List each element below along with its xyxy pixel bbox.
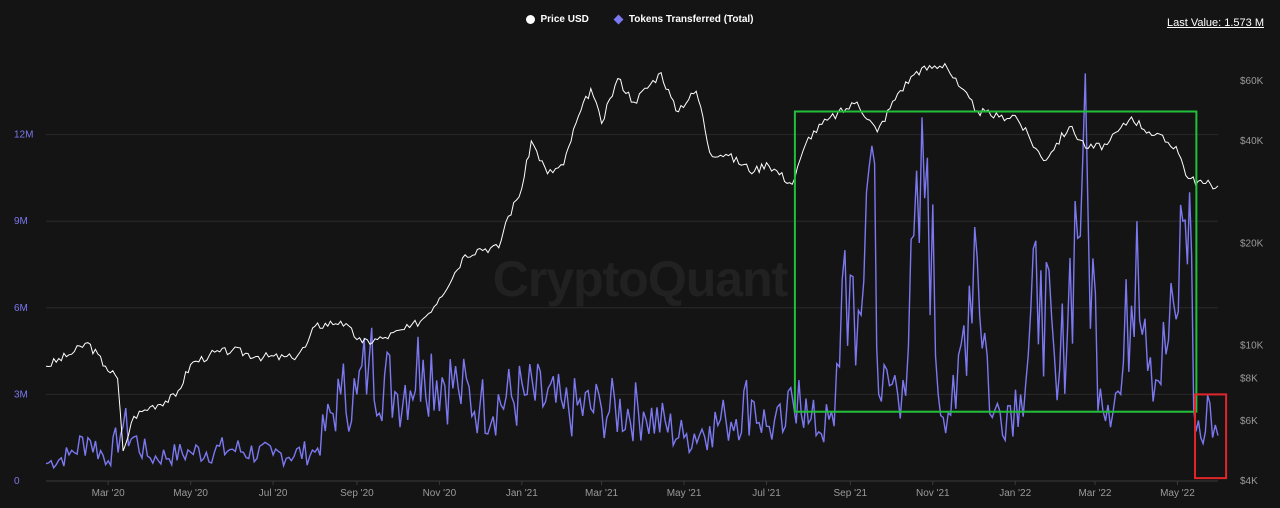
- series-line-tokens: [45, 73, 1219, 470]
- right-axis-tick-3: $10K: [1240, 341, 1264, 352]
- x-axis-tick-10: Nov '21: [916, 488, 950, 499]
- annotation-box-green: [793, 110, 1198, 413]
- left-axis-tick-3: 9M: [14, 216, 28, 227]
- x-axis-tick-0: Mar '20: [92, 488, 125, 499]
- legend-item-price[interactable]: Price USD: [526, 14, 589, 25]
- left-axis-tick-4: 12M: [14, 130, 33, 141]
- right-axis-tick-6: $60K: [1240, 76, 1264, 87]
- x-axis-tick-7: May '21: [667, 488, 702, 499]
- right-axis-tick-0: $4K: [1240, 476, 1258, 487]
- right-axis-tick-2: $8K: [1240, 374, 1258, 385]
- x-axis-tick-3: Sep '20: [340, 488, 374, 499]
- right-axis-tick-4: $20K: [1240, 238, 1264, 249]
- watermark: CryptoQuant: [492, 251, 789, 307]
- left-axis-tick-1: 3M: [14, 389, 28, 400]
- x-axis-tick-1: May '20: [173, 488, 208, 499]
- legend-price-dot-icon: [526, 15, 536, 24]
- left-axis-tick-0: 0: [14, 476, 20, 487]
- x-axis-tick-8: Jul '21: [752, 488, 781, 499]
- right-axis-tick-1: $6K: [1240, 416, 1258, 427]
- x-axis-tick-13: May '22: [1160, 488, 1195, 499]
- series-line-price: [45, 62, 1219, 452]
- annotation-box-red: [1194, 393, 1228, 480]
- x-axis-tick-9: Sep '21: [834, 488, 868, 499]
- legend-tokens-diamond-icon: [613, 14, 624, 25]
- x-axis-tick-6: Mar '21: [585, 488, 618, 499]
- last-value-link[interactable]: Last Value: 1.573 M: [1166, 17, 1264, 29]
- legend-tokens-label: Tokens Transferred (Total): [628, 14, 754, 25]
- x-axis-tick-11: Jan '22: [999, 488, 1031, 499]
- right-axis-tick-5: $40K: [1240, 136, 1264, 147]
- x-axis-tick-2: Jul '20: [259, 488, 288, 499]
- legend-item-tokens[interactable]: Tokens Transferred (Total): [613, 14, 754, 25]
- x-axis-tick-5: Jan '21: [506, 488, 538, 499]
- legend: Price USD Tokens Transferred (Total): [0, 14, 1280, 25]
- x-axis-tick-4: Nov '20: [423, 488, 457, 499]
- legend-price-label: Price USD: [540, 14, 589, 25]
- x-axis-tick-12: Mar '22: [1078, 488, 1111, 499]
- left-axis-tick-2: 6M: [14, 303, 28, 314]
